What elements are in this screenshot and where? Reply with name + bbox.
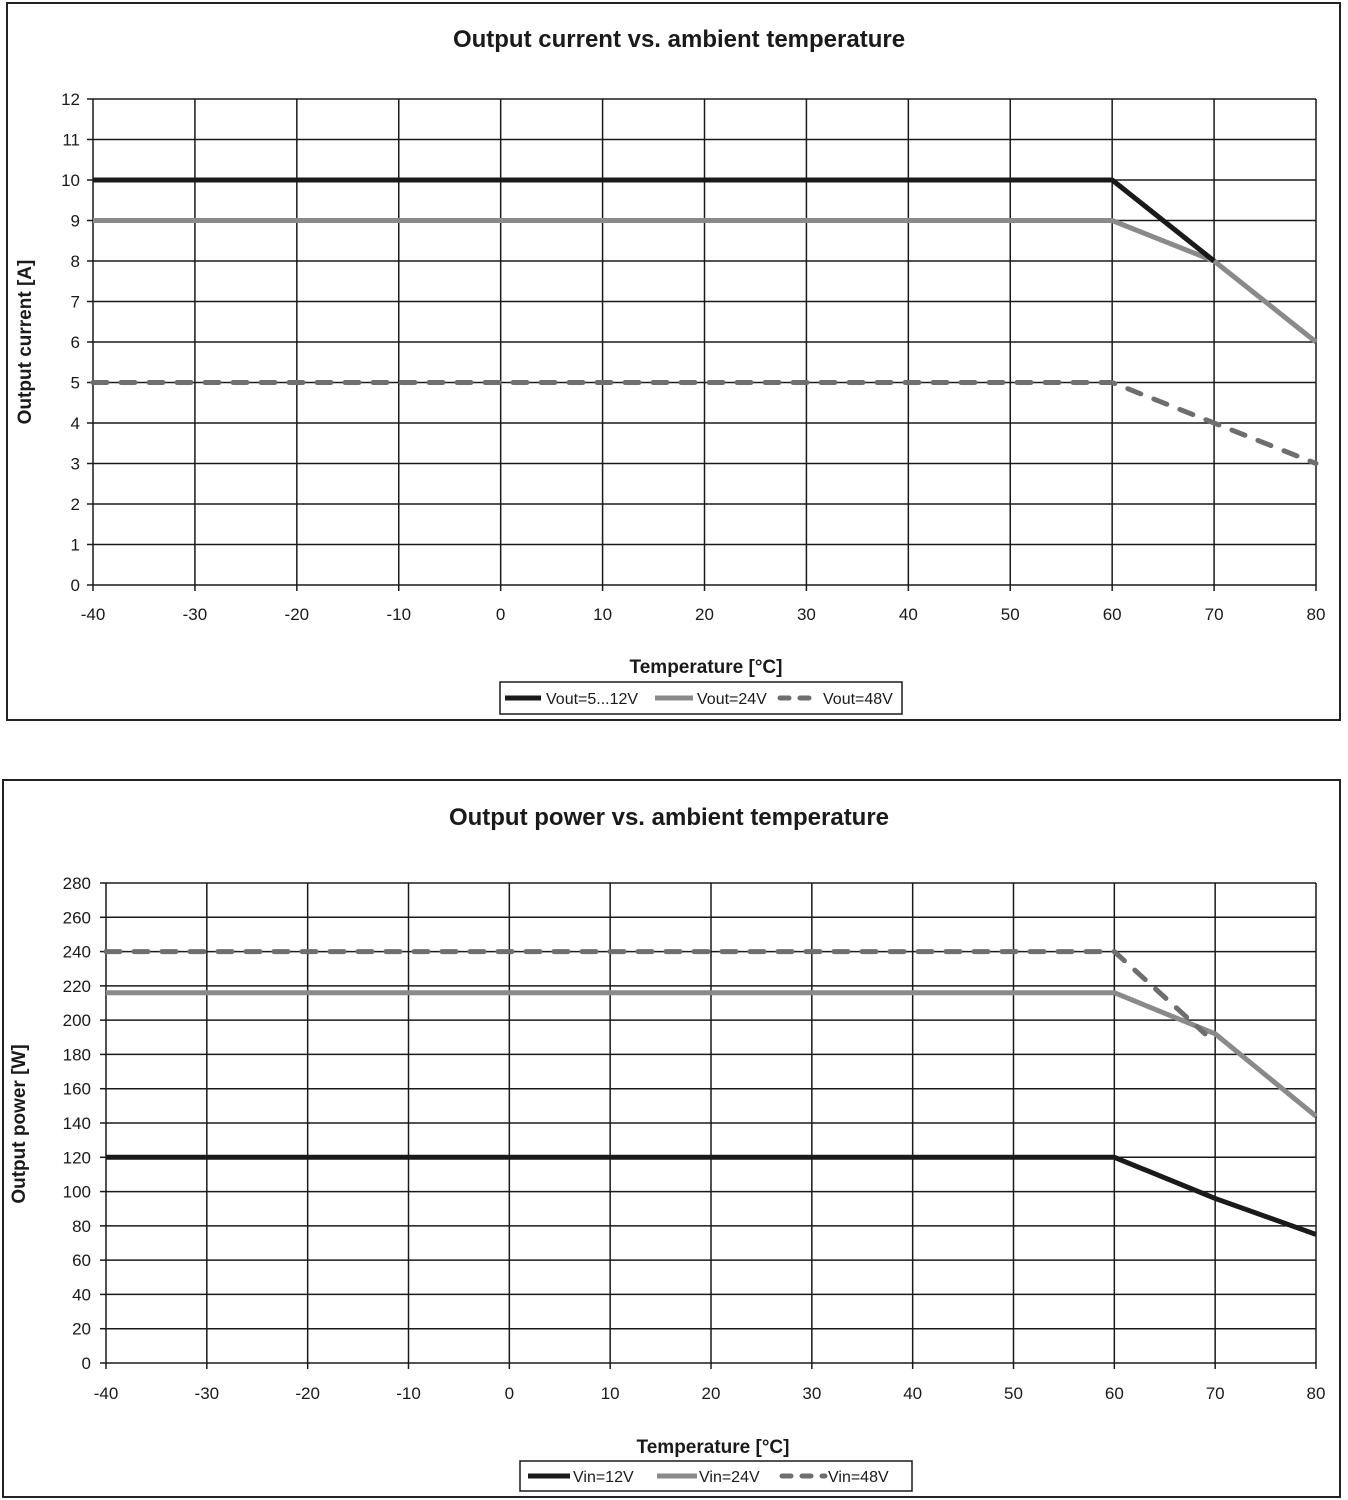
x-tick-label: 50 [1001,605,1020,624]
y-tick-label: 4 [71,414,80,433]
y-tick-label: 220 [63,977,91,996]
y-tick-label: 6 [71,333,80,352]
y-tick-label: 120 [63,1148,91,1167]
x-axis-label: Temperature [°C] [637,1437,790,1458]
legend: Vout=5...12V Vout=24V Vout=48V [499,681,903,715]
legend-box [499,681,903,715]
y-tick-label: 100 [63,1183,91,1202]
y-tick-label: 11 [62,131,80,150]
y-axis-label: Output current [A] [15,260,36,425]
x-tick-label: -20 [295,1384,320,1403]
x-axis-label: Temperature [°C] [630,657,783,678]
legend-label: Vout=48V [823,691,893,708]
x-tick-label: 40 [899,605,918,624]
x-tick-label: 10 [601,1384,620,1403]
x-tick-label: 70 [1205,605,1224,624]
chart-panel-current [6,2,1341,721]
legend-label: Vout=5...12V [546,691,638,708]
x-tick-label: 40 [903,1384,922,1403]
y-tick-label: 200 [63,1011,91,1030]
x-tick-label: -40 [81,605,106,624]
y-tick-label: 7 [71,293,80,312]
x-tick-label: 20 [695,605,714,624]
x-tick-label: 20 [702,1384,721,1403]
legend-label: Vin=24V [699,1469,760,1486]
y-tick-label: 10 [61,171,80,190]
x-tick-label: 30 [802,1384,821,1403]
chart-panel-power [2,779,1341,1498]
y-tick-label: 9 [71,212,80,231]
y-tick-label: 140 [63,1114,91,1133]
y-tick-label: 2 [71,495,80,514]
x-tick-label: -10 [386,605,411,624]
y-tick-label: 240 [63,943,91,962]
x-tick-label: 80 [1307,605,1326,624]
series-line-vout-24v [93,218,1318,344]
y-tick-label: 80 [72,1217,91,1236]
chart-title: Output current vs. ambient temperature [453,26,905,53]
y-tick-label: 5 [71,374,80,393]
chart-output-current: Output current vs. ambient temperature -4… [15,26,1326,715]
x-tick-label: 30 [797,605,816,624]
series-line-vout-48v [90,380,1319,466]
y-tick-label: 3 [71,455,80,474]
x-tick-label: -10 [396,1384,421,1403]
x-tick-label: 0 [496,605,505,624]
series-line-vin-24v [106,990,1318,1119]
legend-label: Vin=12V [573,1469,634,1486]
series-line-vin-12v [106,1154,1317,1237]
legend-label: Vout=24V [697,691,767,708]
x-tick-label: 10 [593,605,612,624]
chart-title: Output power vs. ambient temperature [449,804,889,831]
y-tick-label: 12 [61,90,80,109]
legend-label: Vin=48V [828,1469,889,1486]
x-tick-label: 60 [1105,1384,1124,1403]
y-tick-label: 280 [63,874,91,893]
y-tick-label: 20 [72,1320,91,1339]
legend: Vin=12V Vin=24V Vin=48V [519,1460,913,1492]
x-tick-label: -40 [94,1384,119,1403]
series-line-vin-48v [103,949,1208,1037]
x-tick-label: 80 [1307,1384,1326,1403]
x-tick-label: 70 [1206,1384,1225,1403]
x-tick-label: -30 [195,1384,220,1403]
y-tick-label: 180 [63,1045,91,1064]
x-tick-label: -20 [285,605,310,624]
series-line-vout-5-12v [93,177,1216,263]
y-tick-label: 160 [63,1080,91,1099]
y-tick-label: 260 [63,908,91,927]
y-tick-label: 1 [71,536,80,555]
y-tick-label: 0 [82,1354,91,1373]
x-tick-label: 50 [1004,1384,1023,1403]
x-tick-label: -30 [183,605,208,624]
legend-box [519,1460,913,1492]
x-tick-label: 0 [505,1384,514,1403]
y-tick-label: 0 [71,576,80,595]
y-tick-label: 40 [72,1285,91,1304]
y-tick-label: 8 [71,252,80,271]
x-tick-label: 60 [1103,605,1122,624]
y-axis-label: Output power [W] [9,1044,30,1203]
y-tick-label: 60 [72,1251,91,1270]
chart-output-power: Output power vs. ambient temperature -40 -… [9,804,1326,1492]
